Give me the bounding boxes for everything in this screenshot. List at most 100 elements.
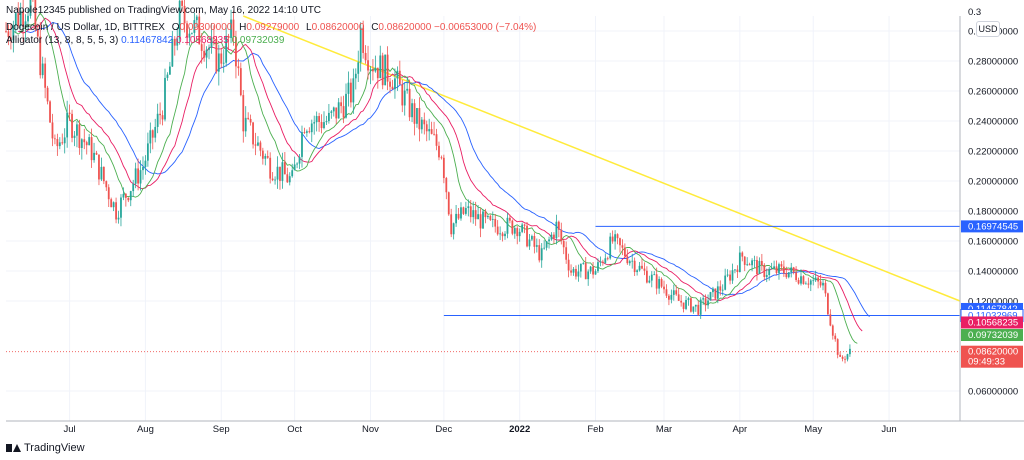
candle-body — [653, 274, 656, 276]
candle-body — [225, 35, 228, 63]
price-label-value: 0.16974545 — [968, 221, 1018, 232]
candle-body — [56, 138, 59, 147]
candle-body — [266, 156, 269, 158]
candle-body — [93, 152, 95, 161]
axes-layer: 0.300000000.280000000.260000000.24000000… — [6, 7, 1024, 435]
candle-body — [90, 137, 93, 161]
candle-body — [621, 245, 624, 248]
candle-body — [638, 265, 641, 271]
candle-body — [531, 236, 533, 240]
x-tick-label: May — [804, 424, 822, 435]
candle-body — [663, 286, 665, 290]
candle-body — [543, 247, 546, 249]
candle-body — [809, 280, 812, 285]
candle-body — [384, 54, 387, 86]
candle-body — [379, 55, 382, 79]
candle-body — [719, 286, 722, 291]
candle-body — [423, 119, 426, 125]
alligator-legend: Alligator (13, 8, 8, 5, 5, 3) 0.11467842… — [6, 35, 284, 46]
candle-body — [320, 122, 323, 129]
candle-body — [34, 0, 37, 30]
candle-body — [176, 38, 179, 46]
candle-body — [748, 264, 751, 266]
candle-body — [804, 283, 807, 285]
candle-body — [452, 223, 455, 235]
candle-body — [203, 50, 206, 58]
candle-body — [692, 306, 695, 312]
candle-body — [61, 142, 64, 144]
candle-body — [486, 215, 489, 218]
candle-body — [641, 265, 643, 269]
candle-body — [271, 178, 274, 181]
candle-body — [509, 217, 511, 221]
candle-body — [315, 116, 318, 123]
candle-body — [411, 103, 413, 118]
candle-body — [849, 348, 851, 355]
candle-body — [49, 101, 51, 123]
candle-body — [303, 132, 306, 133]
candle-body — [247, 117, 250, 119]
candle-body — [36, 29, 39, 37]
candle-body — [195, 16, 198, 21]
candle-body — [690, 298, 692, 312]
candle-body — [71, 113, 73, 138]
candle-body — [455, 213, 457, 224]
candle-body — [394, 78, 396, 90]
candle-body — [535, 245, 538, 247]
candle-body — [210, 37, 213, 48]
price-label-box — [961, 220, 1023, 233]
candle-body — [433, 133, 435, 135]
candle-body — [200, 44, 203, 51]
candle-body — [501, 233, 504, 237]
candle-body — [345, 93, 347, 118]
candle-body — [724, 275, 727, 290]
candle-body — [73, 135, 76, 138]
candle-body — [474, 210, 477, 220]
candle-body — [364, 52, 367, 61]
candle-body — [296, 163, 298, 165]
candle-body — [389, 81, 391, 87]
candle-body — [557, 221, 560, 230]
x-tick-label: Nov — [362, 424, 379, 435]
candle-body — [58, 142, 61, 147]
candle-body — [76, 124, 78, 136]
candle-body — [193, 20, 196, 33]
high-value: 0.09279000 — [246, 22, 300, 33]
candle-body — [279, 166, 281, 181]
footer-brand[interactable]: TradingView — [6, 442, 85, 454]
candle-body — [124, 193, 127, 198]
candle-body — [327, 112, 330, 122]
candle-body — [274, 179, 276, 181]
candle-body — [526, 225, 528, 247]
candle-body — [142, 167, 144, 171]
open-label: O — [171, 22, 180, 33]
candle-body — [29, 0, 32, 16]
candle-body — [817, 277, 820, 282]
candle-body — [362, 27, 365, 53]
candle-body — [237, 66, 240, 69]
candle-body — [592, 266, 594, 275]
candle-body — [115, 202, 117, 220]
y-tick-label: 0.24000000 — [968, 117, 1018, 128]
candle-body — [259, 142, 262, 151]
candle-body — [738, 252, 741, 272]
candle-body — [41, 63, 44, 76]
currency-button[interactable]: USD — [976, 21, 1000, 37]
alligator-title: Alligator (13, 8, 8, 5, 5, 3) — [6, 35, 119, 46]
candle-body — [741, 252, 744, 257]
candle-body — [477, 214, 480, 220]
candle-body — [743, 256, 746, 265]
alligator-teeth-line — [18, 17, 863, 332]
candle-body — [374, 67, 377, 72]
candle-body — [802, 276, 805, 284]
candle-body — [354, 73, 357, 79]
candle-body — [347, 82, 350, 94]
y-tick-label: 0.18000000 — [968, 207, 1018, 218]
candle-body — [482, 211, 484, 229]
candle-body — [161, 115, 164, 120]
candle-body — [291, 170, 294, 177]
candle-body — [540, 248, 543, 261]
candle-body — [112, 202, 115, 208]
candle-body — [310, 123, 313, 133]
